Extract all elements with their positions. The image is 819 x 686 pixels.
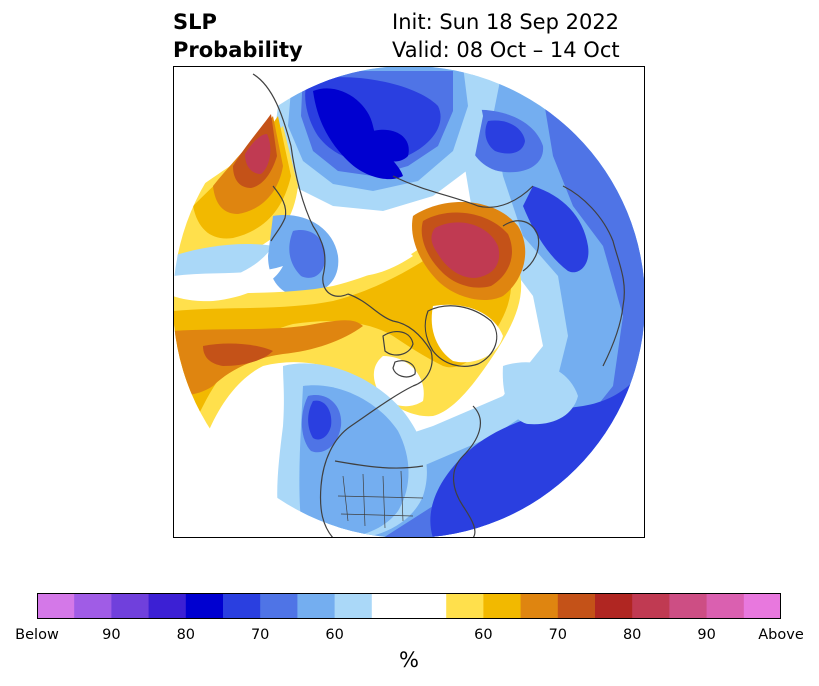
colorbar-swatch xyxy=(483,593,522,619)
border-states xyxy=(337,470,424,529)
white-arctic-gap xyxy=(348,240,413,276)
gold-southwest xyxy=(173,454,229,526)
init-date: Init: Sun 18 Sep 2022 xyxy=(392,10,620,34)
colorbar-tick-label: 80 xyxy=(622,627,642,643)
colorbar-swatch xyxy=(595,593,633,619)
valid-range: Valid: 08 Oct – 14 Oct xyxy=(392,38,620,62)
white-greenland xyxy=(431,304,503,363)
rust-band-west xyxy=(203,343,273,366)
polar-map xyxy=(173,66,645,538)
coast-na-west xyxy=(319,385,414,538)
colorbar-swatch xyxy=(520,593,559,619)
colorbar-tick-label: 90 xyxy=(102,627,121,643)
deep-blue-siberia xyxy=(523,186,589,273)
probability-colorbar xyxy=(37,593,782,619)
coast-siberia xyxy=(392,175,534,208)
colorbar-unit-label: % xyxy=(399,648,419,672)
colorbar-tick-label: 60 xyxy=(325,627,344,643)
colorbar-swatch xyxy=(74,593,112,619)
colorbar-tick-label: Below xyxy=(15,627,59,643)
colorbar-swatch xyxy=(446,593,484,619)
coastlines xyxy=(252,73,625,538)
colorbar-tick-label: 80 xyxy=(176,627,196,643)
coast-scandinavia xyxy=(502,220,540,272)
deep-blue-bering xyxy=(289,230,326,278)
chart-title-variable: SLP Probability xyxy=(173,8,303,64)
white-pacific-strip xyxy=(173,266,283,302)
colorbar-swatch xyxy=(743,593,782,619)
colorbar-swatch xyxy=(371,593,447,619)
red-arctic-high xyxy=(431,222,500,278)
colorbar-border xyxy=(37,593,781,619)
deep-blue-na-west xyxy=(308,400,332,440)
map-border xyxy=(173,66,645,538)
probability-field xyxy=(173,66,645,538)
colorbar-swatch xyxy=(557,593,596,619)
white-canada xyxy=(373,356,424,407)
red-pacific-west xyxy=(245,134,271,174)
colorbar-swatch xyxy=(111,593,150,619)
colorbar-swatch xyxy=(632,593,670,619)
colorbar-tick-label: 90 xyxy=(697,627,716,643)
coast-alaska xyxy=(347,293,433,387)
orange-band xyxy=(173,320,363,396)
colorbar-swatch xyxy=(223,593,261,619)
colorbar-svg xyxy=(37,593,782,619)
title-line-2: Probability xyxy=(173,38,303,62)
coast-greenland xyxy=(424,305,498,367)
coast-arctic-islands xyxy=(382,330,416,378)
colorbar-swatch xyxy=(334,593,373,619)
colorbar-swatch xyxy=(260,593,298,619)
colorbar-tick-label: 70 xyxy=(250,627,270,643)
colorbar-tick-label: 60 xyxy=(474,627,493,643)
colorbar-tick-label: Above xyxy=(758,627,804,643)
coast-na-east xyxy=(453,405,482,538)
colorbar-swatch xyxy=(669,593,708,619)
light-blue-labrador xyxy=(502,362,578,425)
title-line-1: SLP xyxy=(173,10,217,34)
colorbar-swatch xyxy=(148,593,187,619)
blue-east xyxy=(383,66,645,538)
gold-band xyxy=(173,246,512,436)
colorbar-swatch xyxy=(37,593,75,619)
coast-japan xyxy=(270,185,287,242)
deep-blue-north-europe xyxy=(485,120,525,154)
colorbar-swatch xyxy=(297,593,336,619)
light-blue-pacific xyxy=(173,244,273,282)
core-blue-asia-2 xyxy=(373,129,409,162)
colorbar-swatch xyxy=(185,593,224,619)
colorbar-tick-label: 70 xyxy=(548,627,568,643)
coast-asia-pacific xyxy=(252,73,349,297)
colorbar-swatch xyxy=(706,593,745,619)
border-us-canada xyxy=(334,460,424,469)
chart-title-dates: Init: Sun 18 Sep 2022 Valid: 08 Oct – 14… xyxy=(392,8,620,64)
polar-map-svg xyxy=(173,66,645,538)
coast-europe xyxy=(562,185,625,367)
